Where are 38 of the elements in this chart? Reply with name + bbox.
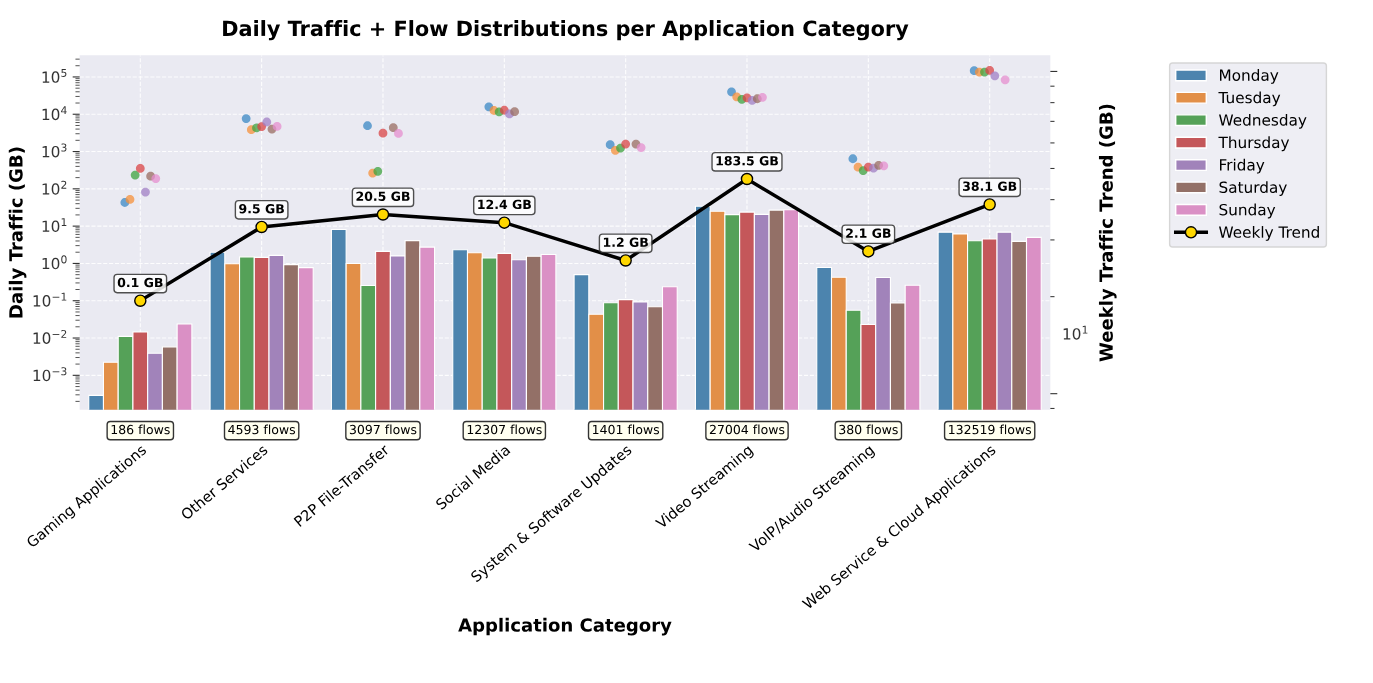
x-axis-title: Application Category	[458, 617, 672, 636]
y-axis-title: Daily Traffic (GB)	[8, 147, 27, 318]
y-tick-label: 10$^{1}$	[42, 218, 67, 233]
y-tick-label: 10$^{5}$	[42, 69, 67, 83]
text: 12307 flows	[467, 424, 542, 435]
text: 10$^{1}$	[1063, 325, 1088, 340]
legend-label: Saturday	[1219, 181, 1287, 196]
legend-label: Thursday	[1218, 136, 1290, 152]
y-tick-label: 10$^{−1}$	[33, 292, 67, 307]
y-tick-label: 10$^{0}$	[42, 255, 67, 270]
text: 132519 flows	[949, 424, 1032, 435]
text: 1401 flows	[593, 424, 660, 435]
data-label: 38.1 GB	[963, 181, 1017, 191]
y2-axis-title: Weekly Traffic Trend (GB)	[1098, 104, 1117, 362]
y-tick-label: 10$^{4}$	[42, 106, 67, 121]
text: 4593 flows	[228, 424, 296, 435]
text: 3097 flows	[349, 424, 417, 435]
legend-label: Sunday	[1219, 203, 1276, 219]
legend-label: Tuesday	[1218, 91, 1281, 107]
legend-label: Weekly Trend	[1219, 226, 1319, 241]
data-label: 9.5 GB	[239, 203, 284, 214]
legend-label: Friday	[1220, 158, 1265, 174]
legend-label: Wednesday	[1219, 113, 1307, 129]
y-tick-label: 10$^{3}$	[42, 143, 67, 158]
text: 380 flows	[839, 424, 898, 435]
data-label: 2.1 GB	[846, 228, 891, 238]
y-tick-label: 10$^{−3}$	[33, 367, 67, 382]
data-label: 0.1 GB	[117, 277, 163, 288]
legend-label: Monday	[1220, 69, 1279, 84]
data-label: 1.2 GB	[603, 237, 648, 247]
y-tick-label: 10$^{2}$	[42, 180, 67, 195]
y-tick-label: 10$^{−2}$	[33, 329, 67, 344]
text: 186 flows	[111, 424, 170, 435]
data-label: 12.4 GB	[478, 199, 531, 210]
data-label: 20.5 GB	[356, 191, 410, 201]
text: 27004 flows	[709, 424, 785, 435]
chart-title: Daily Traffic + Flow Distributions per Application Category	[223, 20, 909, 41]
data-label: 183.5 GB	[716, 156, 778, 166]
